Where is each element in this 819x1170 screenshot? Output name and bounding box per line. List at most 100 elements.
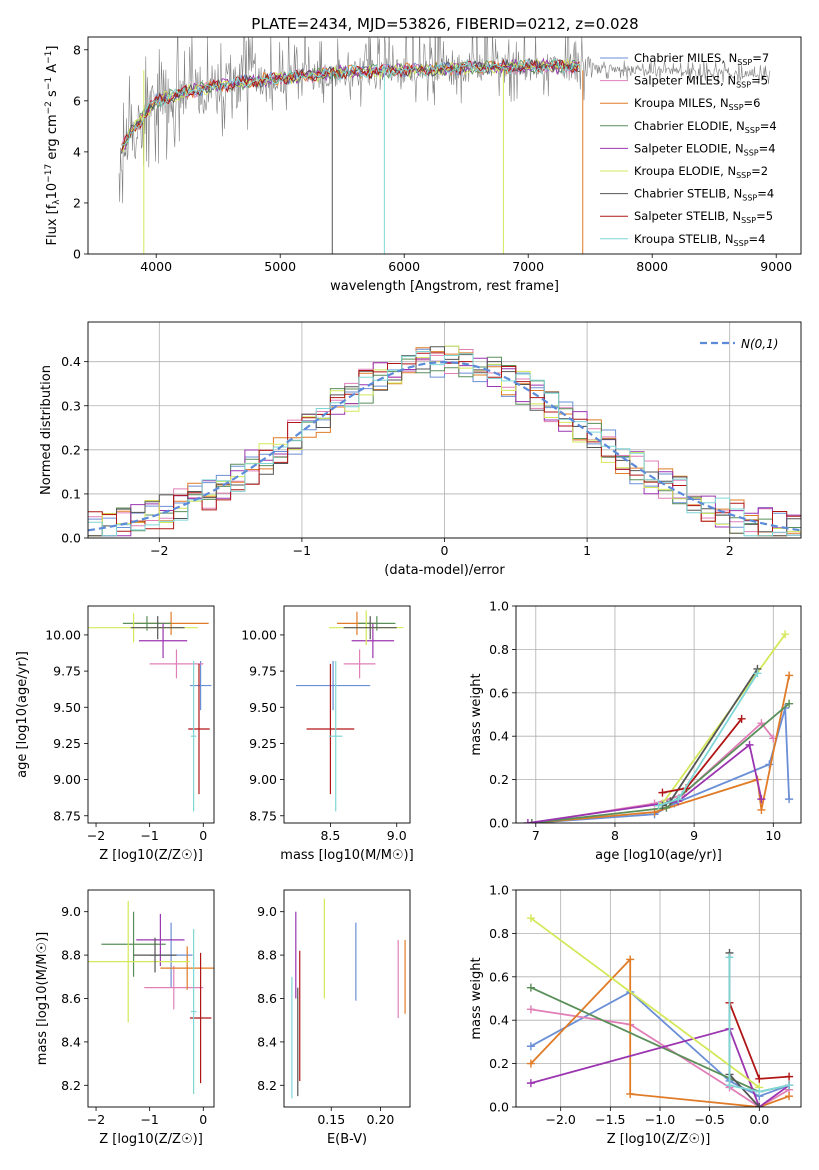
x-axis-label: mass [log10(M/M☉)]: [280, 848, 413, 863]
legend-count: =4: [760, 119, 777, 133]
legend-label: N(0,1): [741, 337, 778, 351]
residuals-frame: [87, 321, 802, 539]
legend-label: Kroupa MILES, NSSP=6: [634, 96, 760, 112]
data-point: [101, 911, 166, 977]
legend-label-text: Chabrier MILES, N: [634, 51, 737, 65]
y-tick-label: 8.6: [61, 991, 81, 1006]
y-tick-label: 0.1: [61, 486, 81, 501]
data-point: [122, 616, 172, 631]
normal-curve: [88, 360, 801, 532]
legend-count: =4: [757, 187, 774, 201]
data-point: [329, 660, 343, 812]
x-axis-label: Z [log10(Z/Z☉)]: [99, 848, 203, 863]
y-axis-label: mass [log10(M/M☉)]: [35, 932, 50, 1065]
series-line: [531, 707, 790, 823]
legend-count: =4: [759, 141, 776, 155]
x-axis-label: E(B-V): [327, 1132, 367, 1147]
y-tick-label: 9.00: [249, 772, 277, 787]
data-point: [144, 965, 204, 1010]
spectrum-frame: [87, 36, 802, 255]
legend-label-text: Kroupa STELIB, N: [634, 232, 734, 246]
legend-label-text: Salpeter MILES, N: [634, 74, 736, 88]
legend-label-text: Kroupa MILES, N: [634, 96, 729, 110]
series-marker: [626, 1089, 635, 1098]
x-tick-label: 8: [611, 828, 619, 843]
massweight_vs_Z-plot-area: [526, 914, 794, 1107]
x-tick-label: 2: [726, 543, 734, 558]
x-axis-label: wavelength [Angstrom, rest frame]: [330, 279, 559, 294]
x-tick-label: 8.5: [320, 828, 340, 843]
mass_vs_Z-axes: −2 −1 0 8.2 8.4 8.6 8.8 9.0 Z [log10(Z/Z☉)] mass …: [35, 889, 215, 1147]
x-tick-label: −1.5: [595, 1112, 625, 1127]
x-tick-label: 0.0: [749, 1112, 769, 1127]
histogram-step-line: [88, 351, 801, 537]
data-point: [295, 660, 371, 711]
massweight_vs_Z-axes: −2.0 −1.5 −1.0 −0.5 0.0 0.0 0.2 0.4 0.6 0.8 1.0 Z […: [469, 883, 802, 1147]
data-point: [190, 929, 197, 1094]
series-marker: [785, 1081, 794, 1090]
series-marker: [757, 805, 766, 814]
y-tick-label: 9.25: [53, 736, 81, 751]
series-marker: [674, 795, 683, 804]
legend-label: Salpeter STELIB, NSSP=5: [634, 209, 773, 225]
spectrum-axes: 4000 5000 6000 7000 8000 9000 0 2 4 6 8 wavelength …: [44, 36, 802, 294]
y-label-part: λ: [52, 199, 62, 205]
y-tick-label: 9.50: [249, 700, 277, 715]
y-tick-label: 8.2: [257, 1078, 277, 1093]
massweight_vs_age-plot-area: [523, 630, 794, 823]
data-point: [130, 616, 185, 640]
series-marker: [523, 819, 532, 823]
data-point: [160, 946, 214, 990]
y-tick-label: 0.2: [489, 772, 509, 787]
series-line: [530, 917, 760, 1089]
y-tick-label: 4: [73, 144, 81, 159]
y-tick-label: 8.75: [249, 808, 277, 823]
age_vs_Z-axes: −2 −1 0 8.75 9.00 9.25 9.50 9.75 10.00 Z [log10(Z…: [15, 605, 215, 863]
x-tick-label: 0: [199, 828, 207, 843]
series-marker: [654, 801, 663, 810]
y-label-part: s: [45, 90, 60, 101]
x-tick-label: −0.5: [694, 1112, 724, 1127]
x-axis-label: Z [log10(Z/Z☉)]: [99, 1132, 203, 1147]
legend-subscript: SSP: [736, 81, 751, 90]
spectrum-model-line: [121, 60, 581, 154]
y-label-part: −1: [44, 77, 54, 90]
legend-label: Chabrier STELIB, NSSP=4: [634, 187, 774, 203]
y-tick-label: 0.0: [489, 1100, 509, 1115]
y-tick-label: 0.4: [61, 354, 81, 369]
y-tick-label: 8.8: [61, 948, 81, 963]
x-tick-label: 1: [583, 543, 591, 558]
legend-label: Kroupa ELODIE, NSSP=2: [634, 164, 768, 180]
x-tick-label: −2: [150, 543, 168, 558]
data-point: [149, 649, 204, 679]
x-tick-label: 0.15: [317, 1112, 345, 1127]
data-point: [188, 663, 210, 795]
x-tick-label: −1: [140, 1112, 158, 1127]
y-axis-label: age [log10(age/yr)]: [15, 651, 30, 778]
x-tick-label: 0: [199, 1112, 207, 1127]
series-marker: [526, 983, 535, 992]
data-point: [88, 900, 190, 1023]
legend-label-text: Chabrier ELODIE, N: [634, 119, 745, 133]
series-marker: [737, 714, 746, 723]
y-tick-label: 0.8: [489, 926, 509, 941]
data-point: [190, 660, 197, 812]
y-tick-label: 9.0: [257, 904, 277, 919]
data-point: [306, 663, 355, 795]
x-tick-label: 4000: [140, 259, 172, 274]
legend-subscript: SSP: [736, 171, 751, 180]
age_vs_mass-frame: [283, 605, 411, 824]
legend-count: =6: [744, 96, 761, 110]
series-marker: [757, 795, 766, 804]
series-marker: [785, 671, 794, 680]
legend-label-text: Salpeter ELODIE, N: [634, 141, 744, 155]
series-marker: [526, 1079, 535, 1088]
y-tick-label: 8.4: [257, 1034, 277, 1049]
legend-label: Chabrier MILES, NSSP=7: [634, 51, 769, 67]
x-axis-label: Z [log10(Z/Z☉)]: [607, 1132, 711, 1147]
x-tick-label: 9000: [760, 259, 792, 274]
series-marker: [785, 1072, 794, 1081]
y-tick-label: 9.75: [249, 664, 277, 679]
x-tick-label: 9.0: [387, 828, 407, 843]
y-axis-label: mass weight: [469, 673, 484, 755]
